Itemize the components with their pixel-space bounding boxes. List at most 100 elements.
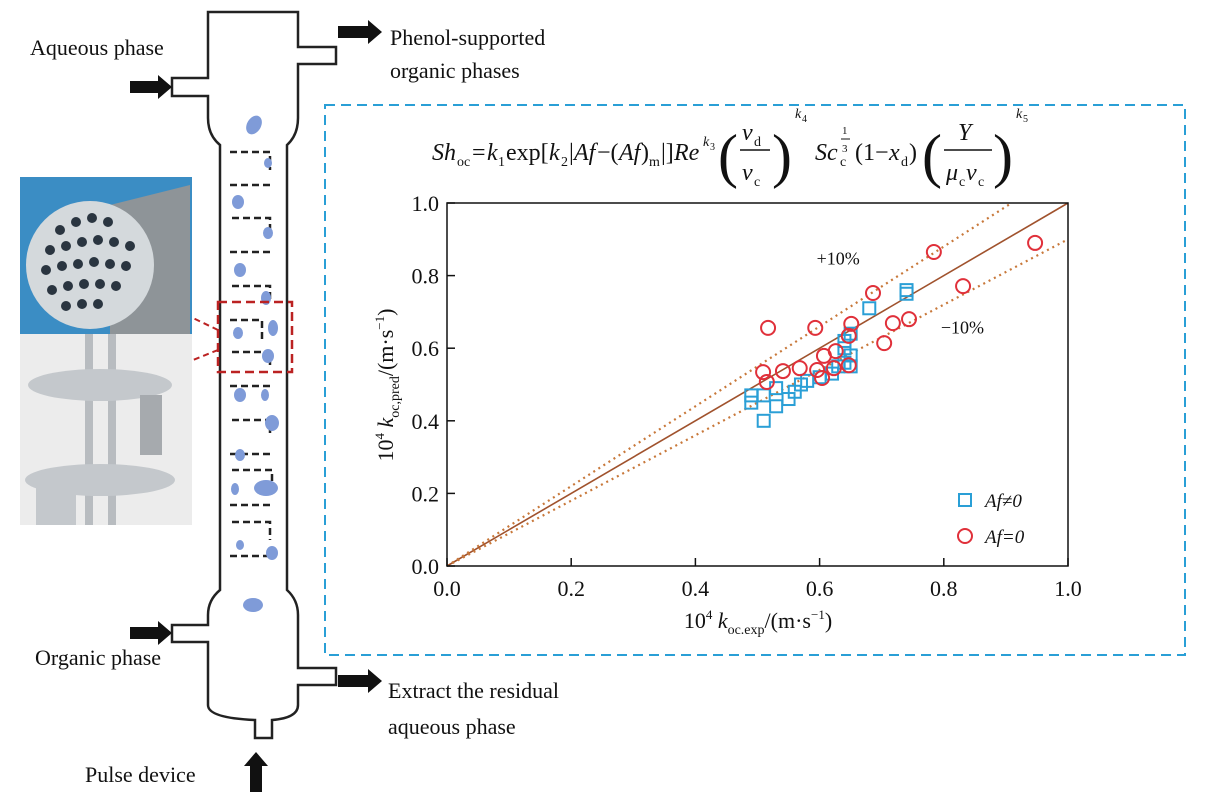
axis-label-part: )	[373, 309, 398, 316]
x-tick-label: 0.4	[682, 576, 710, 601]
legend-label: Af≠0	[983, 491, 1022, 512]
axis-label-part: −1	[811, 607, 825, 622]
equation-part: 4	[802, 114, 807, 125]
point	[825, 360, 842, 377]
point	[876, 335, 893, 352]
equation-part: k	[795, 107, 802, 122]
axis-label-part: oc.exp	[728, 623, 765, 638]
arrows	[130, 20, 382, 792]
point	[769, 399, 784, 414]
point	[840, 327, 857, 344]
label: Pulse device	[85, 762, 196, 787]
point	[756, 413, 771, 428]
x-tick-label: 1.0	[1054, 576, 1082, 601]
legend-marker	[957, 528, 973, 544]
equation-part: 3	[710, 142, 715, 153]
equation-part: 5	[1023, 114, 1028, 125]
x-tick-label: 0.0	[433, 576, 461, 601]
equation-part: 1	[498, 155, 505, 170]
point	[843, 326, 858, 341]
chart-panel	[324, 104, 1186, 656]
zoom-box	[216, 300, 294, 374]
equation-part: c	[959, 175, 965, 190]
plot: +10% −10% 0.0 0.2 0.4 0.6 0.8 1.0 0.0 0.2 0.4 0.6 0.…	[372, 191, 1082, 638]
label: organic phases	[390, 58, 520, 83]
axis-label-part: /(m·s	[373, 330, 398, 376]
point	[774, 363, 791, 380]
equation-part: )	[993, 123, 1013, 189]
x-tick-label: 0.6	[806, 576, 834, 601]
equation-part: μ	[945, 160, 958, 186]
equation-part: Af	[617, 140, 644, 166]
equation-part: −(	[597, 140, 619, 166]
point	[862, 301, 877, 316]
equation-part: c	[978, 175, 984, 190]
equation-part: =	[472, 140, 486, 166]
y-tick-label: 0.6	[412, 336, 440, 361]
x-axis-label: 104 koc.exp/(m·s−1)	[684, 607, 832, 638]
equation-part: c	[840, 155, 846, 170]
photo	[20, 177, 192, 525]
label: Aqueous phase	[30, 35, 164, 60]
point	[758, 373, 775, 390]
axis-label-part: )	[825, 608, 832, 633]
label: Phenol-supported	[390, 25, 545, 50]
legend-marker	[958, 493, 972, 507]
equation-part: 2	[561, 155, 568, 170]
point	[843, 315, 860, 332]
equation: Sh oc = k 1 exp[k 2 | Af −(Af) m |] Re k 3(v dv c)k 4Sc c1…	[432, 107, 1028, 190]
y-axis-label: 104 koc,pred/(m·s−1)	[372, 309, 403, 462]
point	[901, 311, 918, 328]
point	[791, 360, 808, 377]
equation-part: (	[922, 123, 942, 189]
label: aqueous phase	[388, 714, 516, 739]
point	[955, 278, 972, 295]
annotation: +10%	[817, 249, 860, 269]
equation-part: k	[1016, 107, 1023, 122]
column	[170, 10, 338, 740]
label: Extract the residual	[388, 678, 559, 703]
reference-line	[446, 202, 1069, 567]
legend-label: Af=0	[983, 527, 1025, 548]
axis-label-part: oc,pred	[388, 376, 403, 418]
point	[1027, 234, 1044, 251]
axis-label-part: 10	[373, 439, 398, 461]
y-tick-label: 1.0	[412, 191, 440, 216]
axis-label-part: −1	[372, 316, 387, 330]
equation-part: c	[754, 175, 760, 190]
equation-part: )	[641, 140, 649, 166]
equation-part: v	[966, 160, 977, 186]
label: Organic phase	[35, 645, 161, 670]
y-tick-label: 0.0	[412, 554, 440, 579]
equation-part: d	[901, 155, 908, 170]
equation-part: x	[888, 140, 900, 166]
equation-part: v	[742, 160, 753, 186]
point	[760, 319, 777, 336]
equation-part: |	[569, 140, 574, 166]
equation-part: (1−	[855, 140, 889, 166]
point	[744, 395, 759, 410]
equation-part: d	[754, 135, 761, 150]
point	[756, 388, 771, 403]
equation-part: 1	[842, 125, 848, 137]
equation-part: exp[	[506, 140, 549, 166]
zoom-lines	[192, 317, 219, 361]
point	[807, 319, 824, 336]
equation-part: m	[649, 155, 660, 170]
equation-part: oc	[457, 155, 470, 170]
reference-line	[446, 202, 1013, 567]
point	[865, 285, 882, 302]
point	[840, 357, 857, 374]
equation-part: 3	[842, 143, 848, 155]
axis-label-part: 4	[706, 607, 713, 622]
point	[809, 361, 826, 378]
equation-part: Re	[673, 140, 700, 166]
equation-part: |]	[661, 140, 674, 166]
point	[925, 244, 942, 261]
equation-part: k	[703, 135, 710, 150]
equation-part: Y	[958, 120, 974, 146]
point	[755, 364, 772, 381]
axis-label-part: k	[712, 608, 729, 633]
y-tick-label: 0.2	[412, 481, 440, 506]
